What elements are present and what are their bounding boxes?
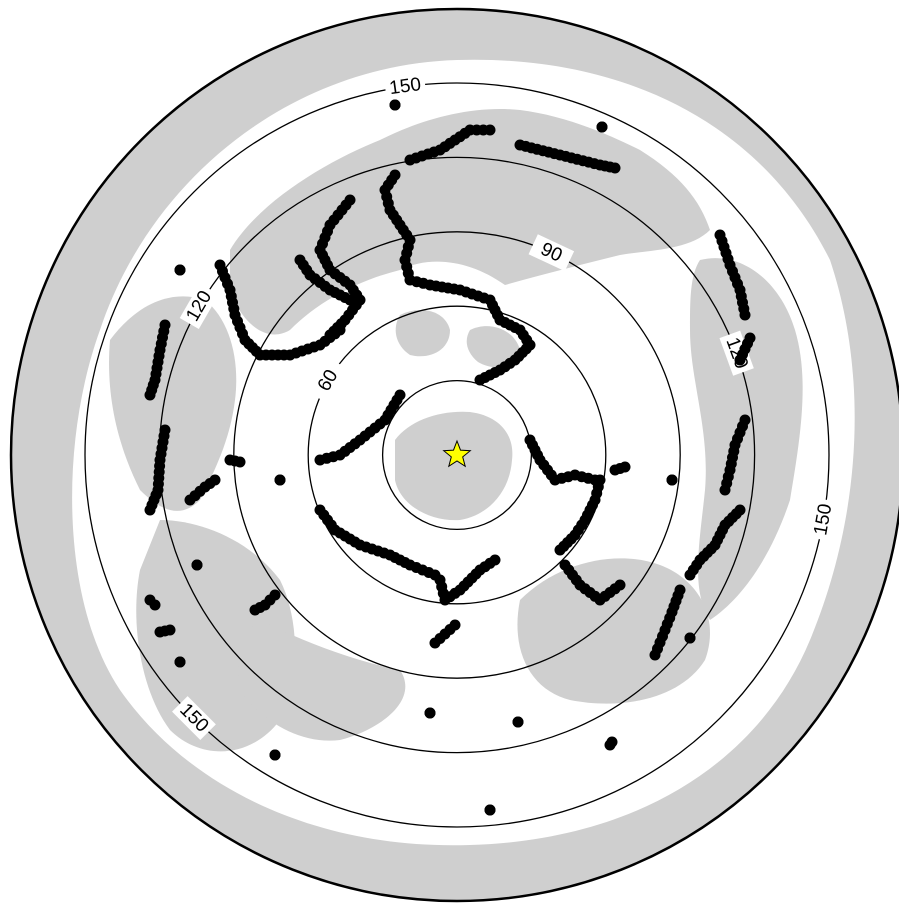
star-icon	[442, 439, 472, 468]
ring-90	[233, 231, 681, 679]
event-point	[554, 544, 566, 556]
ring-label-bg	[308, 357, 348, 404]
event-point	[174, 656, 186, 668]
event-point	[334, 324, 346, 336]
ring-150	[84, 82, 830, 828]
event-point	[269, 749, 281, 761]
event-point	[474, 374, 486, 386]
ring-label-bg	[719, 330, 754, 376]
landmass-northeast-island	[466, 326, 520, 368]
event-point	[649, 649, 661, 661]
event-point	[144, 504, 156, 516]
event-point	[596, 121, 608, 133]
event-point	[389, 99, 401, 111]
landmass-southcenter	[238, 620, 406, 741]
ring-30	[381, 379, 533, 531]
landmass-north-island	[395, 310, 450, 357]
event-point	[144, 389, 156, 401]
event-point	[149, 599, 161, 611]
landmass-west	[109, 296, 237, 511]
event-point	[684, 569, 696, 581]
event-point	[619, 461, 631, 473]
ring-label-bg	[179, 283, 219, 330]
event-point	[174, 264, 186, 276]
ring-label: 150	[388, 74, 422, 99]
event-points	[144, 99, 756, 816]
ring-label-bg	[383, 72, 427, 101]
event-point	[606, 736, 618, 748]
event-point	[512, 716, 524, 728]
event-point	[614, 579, 626, 591]
event-point	[274, 474, 286, 486]
event-point	[609, 162, 621, 174]
ring-label-bg	[528, 234, 575, 272]
event-point	[429, 637, 441, 649]
event-point	[249, 604, 261, 616]
event-point	[164, 624, 176, 636]
event-point	[684, 632, 696, 644]
event-point	[719, 484, 731, 496]
event-point	[344, 294, 356, 306]
event-point	[484, 124, 496, 136]
event-point	[209, 474, 221, 486]
ring-label: 150	[810, 502, 836, 537]
landmass-center	[395, 411, 513, 521]
event-point	[191, 559, 203, 571]
event-point	[314, 454, 326, 466]
event-point	[484, 804, 496, 816]
event-point	[489, 554, 501, 566]
event-point	[424, 707, 436, 719]
globe-boundary	[9, 7, 899, 903]
event-point	[734, 354, 746, 366]
event-point	[234, 456, 246, 468]
landmass-north	[230, 109, 710, 335]
ring-60	[307, 305, 607, 605]
ring-label-bg	[809, 497, 838, 542]
distance-rings	[84, 82, 830, 828]
event-point	[739, 309, 751, 321]
landmass-southeast	[517, 558, 710, 704]
ring-label-bg	[172, 696, 216, 740]
event-point	[666, 474, 678, 486]
